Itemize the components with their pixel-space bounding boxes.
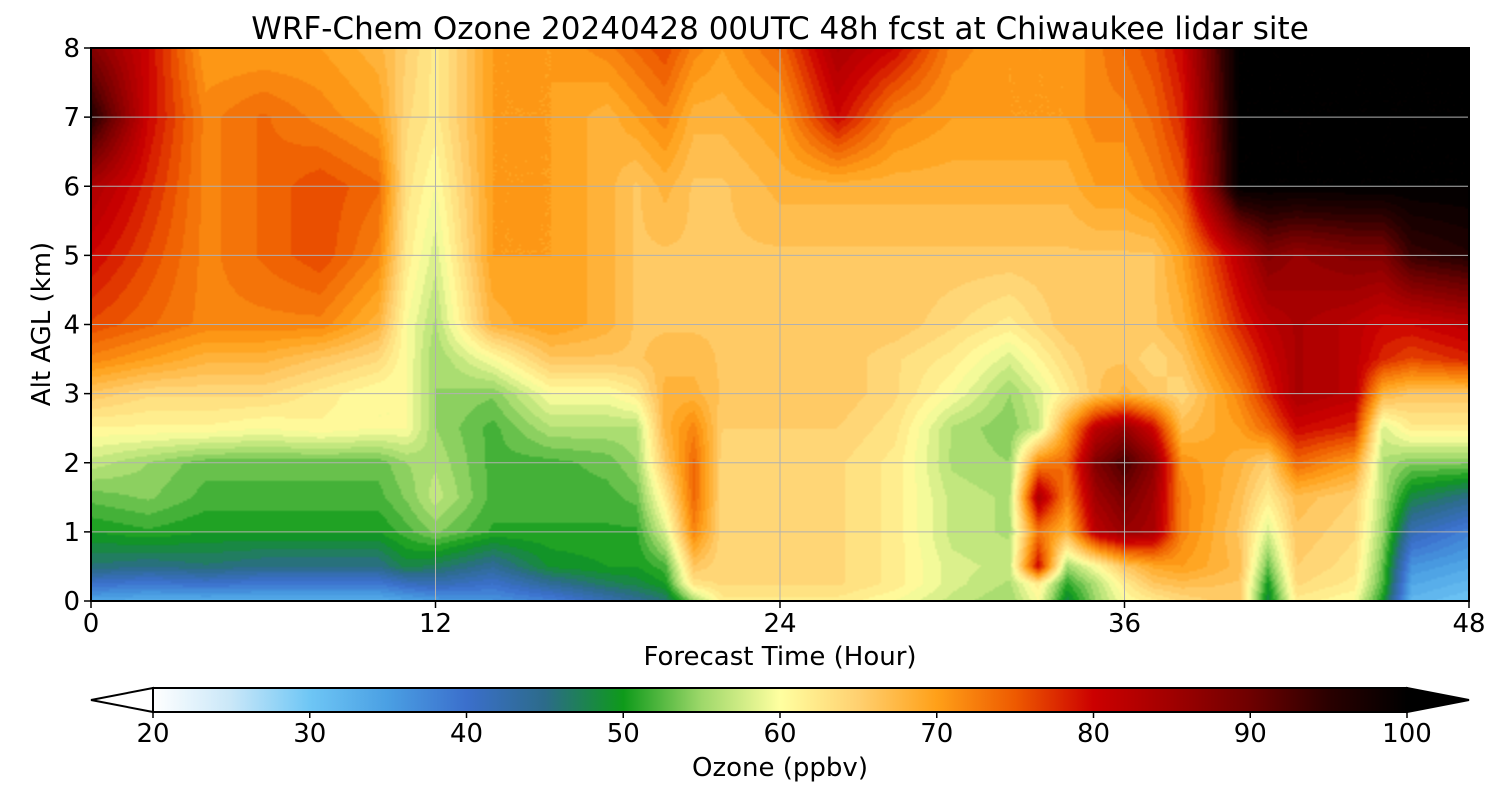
colorbar-extend-high xyxy=(1406,686,1470,714)
y-tick-label: 5 xyxy=(63,241,80,271)
y-tick-label: 0 xyxy=(63,587,80,617)
x-tick-label: 48 xyxy=(1452,609,1485,639)
colorbar-extend-low xyxy=(90,686,154,714)
colorbar-tick-label: 50 xyxy=(607,719,640,749)
y-axis: 0 1 2 3 4 5 6 7 8 xyxy=(63,34,91,617)
colorbar-tick-label: 60 xyxy=(763,719,796,749)
colorbar-tick-label: 100 xyxy=(1382,719,1432,749)
x-axis-label: Forecast Time (Hour) xyxy=(643,642,916,672)
grid xyxy=(91,48,1469,601)
x-tick-label: 36 xyxy=(1108,609,1141,639)
y-tick-label: 7 xyxy=(63,103,80,133)
y-tick-label: 2 xyxy=(63,449,80,479)
x-tick-label: 12 xyxy=(419,609,452,639)
y-tick-label: 8 xyxy=(63,34,80,64)
x-axis: 0 12 24 36 48 xyxy=(83,601,1486,639)
colorbar-tick-label: 80 xyxy=(1077,719,1110,749)
colorbar-tick-label: 70 xyxy=(920,719,953,749)
x-tick-label: 0 xyxy=(83,609,100,639)
x-tick-label: 24 xyxy=(763,609,796,639)
y-tick-label: 1 xyxy=(63,518,80,548)
colorbar: 20 30 40 50 60 70 80 90 100 Ozone (ppbv) xyxy=(90,686,1470,783)
colorbar-label: Ozone (ppbv) xyxy=(692,753,868,783)
colorbar-bar xyxy=(153,688,1407,712)
colorbar-ticks: 20 30 40 50 60 70 80 90 100 xyxy=(136,712,1432,749)
y-axis-label: Alt AGL (km) xyxy=(27,242,57,406)
y-tick-label: 4 xyxy=(63,311,80,341)
chart-title: WRF-Chem Ozone 20240428 00UTC 48h fcst a… xyxy=(251,11,1309,47)
colorbar-tick-label: 40 xyxy=(450,719,483,749)
colorbar-tick-label: 30 xyxy=(293,719,326,749)
colorbar-tick-label: 20 xyxy=(136,719,169,749)
y-tick-label: 3 xyxy=(63,380,80,410)
y-tick-label: 6 xyxy=(63,172,80,202)
colorbar-tick-label: 90 xyxy=(1234,719,1267,749)
